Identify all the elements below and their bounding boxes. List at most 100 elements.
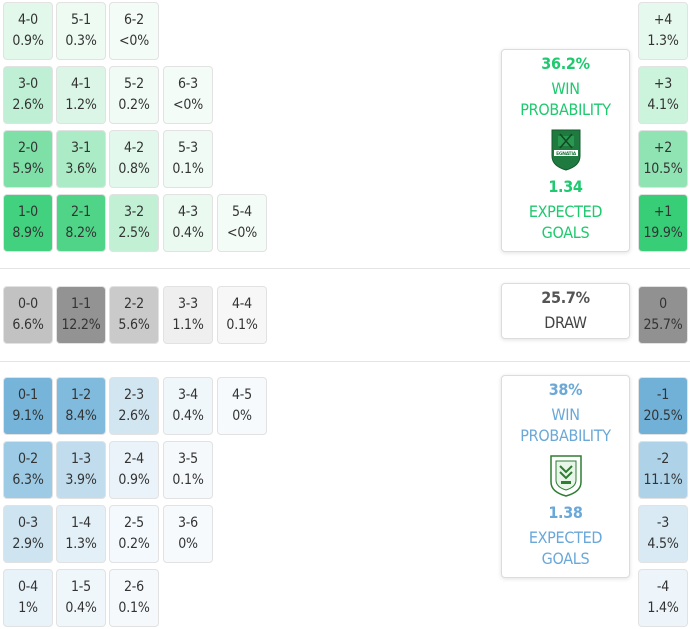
away-score-cell: 4-5 0%: [217, 377, 267, 435]
cell-percentage: 12.2%: [61, 317, 101, 333]
cell-percentage: 5.9%: [12, 161, 44, 177]
away-score-cell: 3-5 0.1%: [163, 441, 213, 499]
draw-score-cell: 0-0 6.6%: [3, 286, 53, 344]
away-score-cell: 0-2 6.3%: [3, 441, 53, 499]
away-expected-goals: 1.38: [548, 503, 583, 522]
cell-score: 2-2: [124, 296, 144, 312]
cell-percentage: 2.6%: [12, 97, 44, 113]
cell-percentage: 0.9%: [118, 472, 150, 488]
away-win-probability: 38%: [548, 380, 583, 399]
cell-score: 1-1: [71, 296, 91, 312]
cell-score: 5-3: [178, 140, 198, 156]
home-margin-cell: +1 19.9%: [638, 194, 688, 252]
draw-score-cell: 3-3 1.1%: [163, 286, 213, 344]
cell-percentage: 2.9%: [12, 536, 44, 552]
cell-percentage: 0.4%: [172, 225, 204, 241]
cell-percentage: 0.3%: [65, 33, 97, 49]
away-score-cell: 0-1 9.1%: [3, 377, 53, 435]
away-margin-cell: -2 11.1%: [638, 441, 688, 499]
cell-score: 2-4: [124, 451, 144, 467]
away-team-logo-icon: [549, 455, 582, 497]
draw-score-cell: 2-2 5.6%: [109, 286, 159, 344]
home-win-card: 36.2% WIN PROBABILITY EGNATIA 1.34 EXPEC…: [501, 49, 630, 252]
cell-percentage: 8.4%: [65, 408, 97, 424]
cell-percentage: 1.1%: [172, 317, 204, 333]
away-score-cell: 3-6 0%: [163, 505, 213, 563]
cell-percentage: 8.2%: [65, 225, 97, 241]
cell-percentage: 9.1%: [12, 408, 44, 424]
draw-card: 25.7% DRAW: [501, 283, 630, 339]
cell-percentage: 8.9%: [12, 225, 44, 241]
cell-score: 5-2: [124, 76, 144, 92]
cell-score: 2-5: [124, 515, 144, 531]
home-expected-goals: 1.34: [548, 177, 583, 196]
home-score-cell: 3-1 3.6%: [56, 130, 106, 188]
cell-percentage: 1.3%: [65, 536, 97, 552]
cell-percentage: 2.6%: [118, 408, 150, 424]
cell-score: -1: [656, 387, 670, 403]
cell-score: 1-2: [71, 387, 91, 403]
home-score-cell: 5-2 0.2%: [109, 66, 159, 124]
cell-score: 2-1: [71, 204, 91, 220]
cell-score: -2: [656, 451, 670, 467]
cell-percentage: 1.3%: [647, 33, 679, 49]
away-score-cell: 2-4 0.9%: [109, 441, 159, 499]
home-win-label: WIN PROBABILITY: [520, 79, 611, 119]
draw-score-cell: 1-1 12.2%: [56, 286, 106, 344]
cell-score: 0-4: [18, 579, 38, 595]
home-score-cell: 5-1 0.3%: [56, 2, 106, 60]
cell-score: 0: [659, 296, 667, 312]
cell-score: 0-2: [18, 451, 38, 467]
cell-percentage: 10.5%: [643, 161, 683, 177]
cell-score: +1: [653, 204, 673, 220]
cell-percentage: <0%: [119, 33, 149, 49]
cell-score: 0-3: [18, 515, 38, 531]
away-margin-cell: -3 4.5%: [638, 505, 688, 563]
away-score-cell: 1-5 0.4%: [56, 569, 106, 627]
cell-percentage: 0.1%: [226, 317, 258, 333]
cell-score: 4-3: [178, 204, 198, 220]
cell-percentage: 0.1%: [118, 600, 150, 616]
cell-score: 1-0: [18, 204, 38, 220]
cell-percentage: 20.5%: [643, 408, 683, 424]
cell-percentage: 0.9%: [12, 33, 44, 49]
away-score-cell: 3-4 0.4%: [163, 377, 213, 435]
cell-score: 3-3: [178, 296, 198, 312]
home-score-cell: 5-3 0.1%: [163, 130, 213, 188]
cell-percentage: 4.5%: [647, 536, 679, 552]
cell-score: 1-3: [71, 451, 91, 467]
home-logo-text: EGNATIA: [556, 151, 577, 157]
away-margin-cell: -4 1.4%: [638, 569, 688, 627]
cell-score: 2-3: [124, 387, 144, 403]
home-margin-cell: +2 10.5%: [638, 130, 688, 188]
cell-percentage: 0.2%: [118, 97, 150, 113]
draw-score-cell: 4-4 0.1%: [217, 286, 267, 344]
cell-score: 3-6: [178, 515, 198, 531]
home-score-cell: 4-3 0.4%: [163, 194, 213, 252]
away-score-cell: 2-6 0.1%: [109, 569, 159, 627]
home-score-cell: 6-3 <0%: [163, 66, 213, 124]
cell-score: 3-1: [71, 140, 91, 156]
cell-score: 1-5: [71, 579, 91, 595]
away-score-cell: 2-3 2.6%: [109, 377, 159, 435]
cell-percentage: 3.9%: [65, 472, 97, 488]
home-score-cell: 4-2 0.8%: [109, 130, 159, 188]
draw-label: DRAW: [544, 313, 587, 332]
cell-score: 6-3: [178, 76, 198, 92]
cell-percentage: <0%: [173, 97, 203, 113]
away-win-label: WIN PROBABILITY: [520, 405, 611, 445]
home-score-cell: 3-2 2.5%: [109, 194, 159, 252]
home-score-cell: 1-0 8.9%: [3, 194, 53, 252]
cell-percentage: 0%: [178, 536, 198, 552]
cell-percentage: 1%: [18, 600, 38, 616]
cell-percentage: 3.6%: [65, 161, 97, 177]
cell-score: 4-0: [18, 12, 38, 28]
cell-score: 4-1: [71, 76, 91, 92]
cell-percentage: 1.2%: [65, 97, 97, 113]
home-score-cell: 3-0 2.6%: [3, 66, 53, 124]
cell-score: 6-2: [124, 12, 144, 28]
cell-percentage: <0%: [227, 225, 257, 241]
cell-score: 4-5: [232, 387, 252, 403]
cell-score: 3-0: [18, 76, 38, 92]
cell-score: 2-6: [124, 579, 144, 595]
